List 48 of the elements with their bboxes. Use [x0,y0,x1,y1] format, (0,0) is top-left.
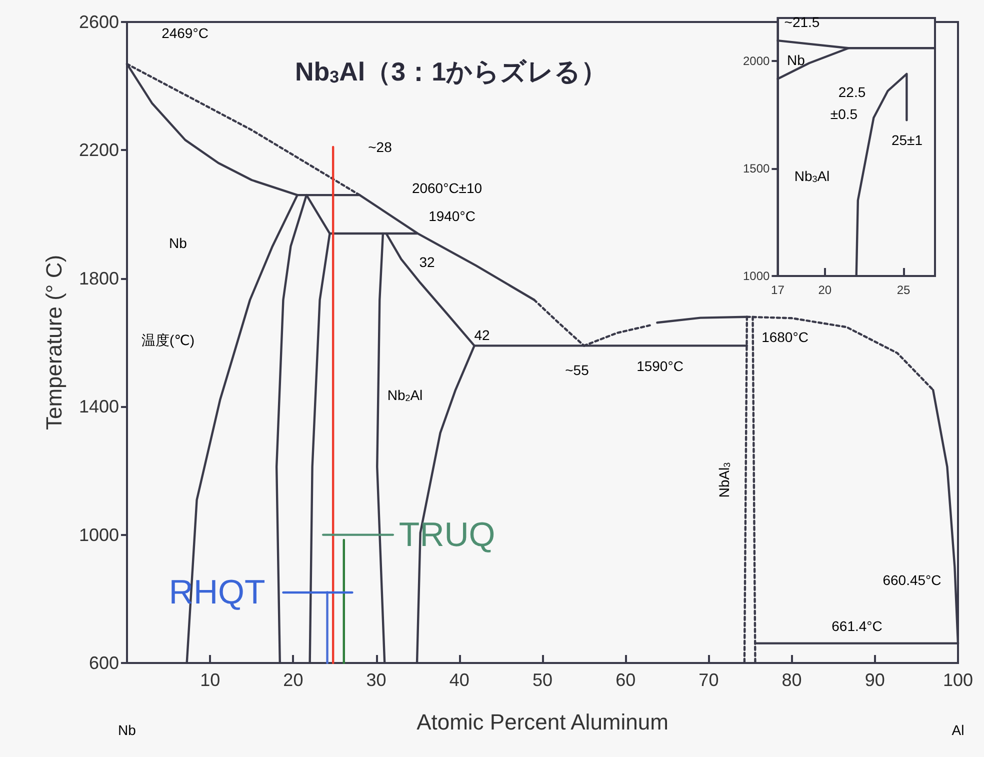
annotation: ~21.5 [784,14,820,30]
text: Nb [118,722,136,738]
y-tick-label: 2200 [78,140,119,160]
annotation: Nb3Al [794,168,830,184]
text: Al [952,722,964,738]
y-tick-label: 2600 [78,12,119,32]
annotation: Nb [787,52,806,68]
x-tick-label: 20 [818,283,832,297]
x-tick-label: 50 [532,670,553,690]
x-tick-label: 17 [771,283,785,297]
x-tick-label: 10 [200,670,220,690]
x-tick-label: 100 [942,670,974,690]
annotation: Nb2Al [387,387,423,404]
x-tick-label: 60 [616,670,636,690]
y-tick-label: 600 [88,653,119,673]
x-tick-label: 90 [864,670,885,690]
annotation: 660.45°C [882,572,942,588]
y-tick-label: 1000 [78,524,119,545]
x-tick-label: 80 [782,670,802,690]
x-axis-title: Atomic Percent Aluminum [416,710,668,734]
x-tick-label: 30 [366,670,386,690]
annotation: 1590°C [636,358,684,374]
annotation: Nb [169,235,188,251]
annotation: 25±1 [891,132,923,148]
annotation: 2060°C±10 [412,180,482,196]
y-tick-label: 1800 [78,268,119,288]
annotation: 661.4°C [832,618,882,634]
annotation: 温度(℃) [141,332,195,348]
annotation: NbAl3 [716,462,732,498]
annotation: 2469°C [162,25,208,41]
x-tick-label: 20 [283,670,304,690]
y-axis-title: Temperature (° C) [42,254,66,430]
annotation: ~28 [368,139,392,155]
x-tick-label: 40 [449,670,470,690]
x-tick-label: 25 [896,283,911,297]
y-tick-label: 1000 [742,269,770,283]
annotation: 32 [419,254,435,270]
annotation: ~55 [565,362,590,378]
annotation: 22.5 [838,84,866,100]
annotation: 1940°C [428,208,476,224]
y-tick-label: 2000 [742,54,770,68]
text: Nb3Al（3：1からズレる） [295,56,608,87]
annotation: ±0.5 [830,106,858,122]
y-tick-label: 1400 [78,396,119,417]
annotation: 42 [474,327,490,343]
annotation: 1680°C [762,329,808,345]
y-tick-label: 1500 [742,162,770,176]
x-tick-label: 70 [698,670,719,690]
